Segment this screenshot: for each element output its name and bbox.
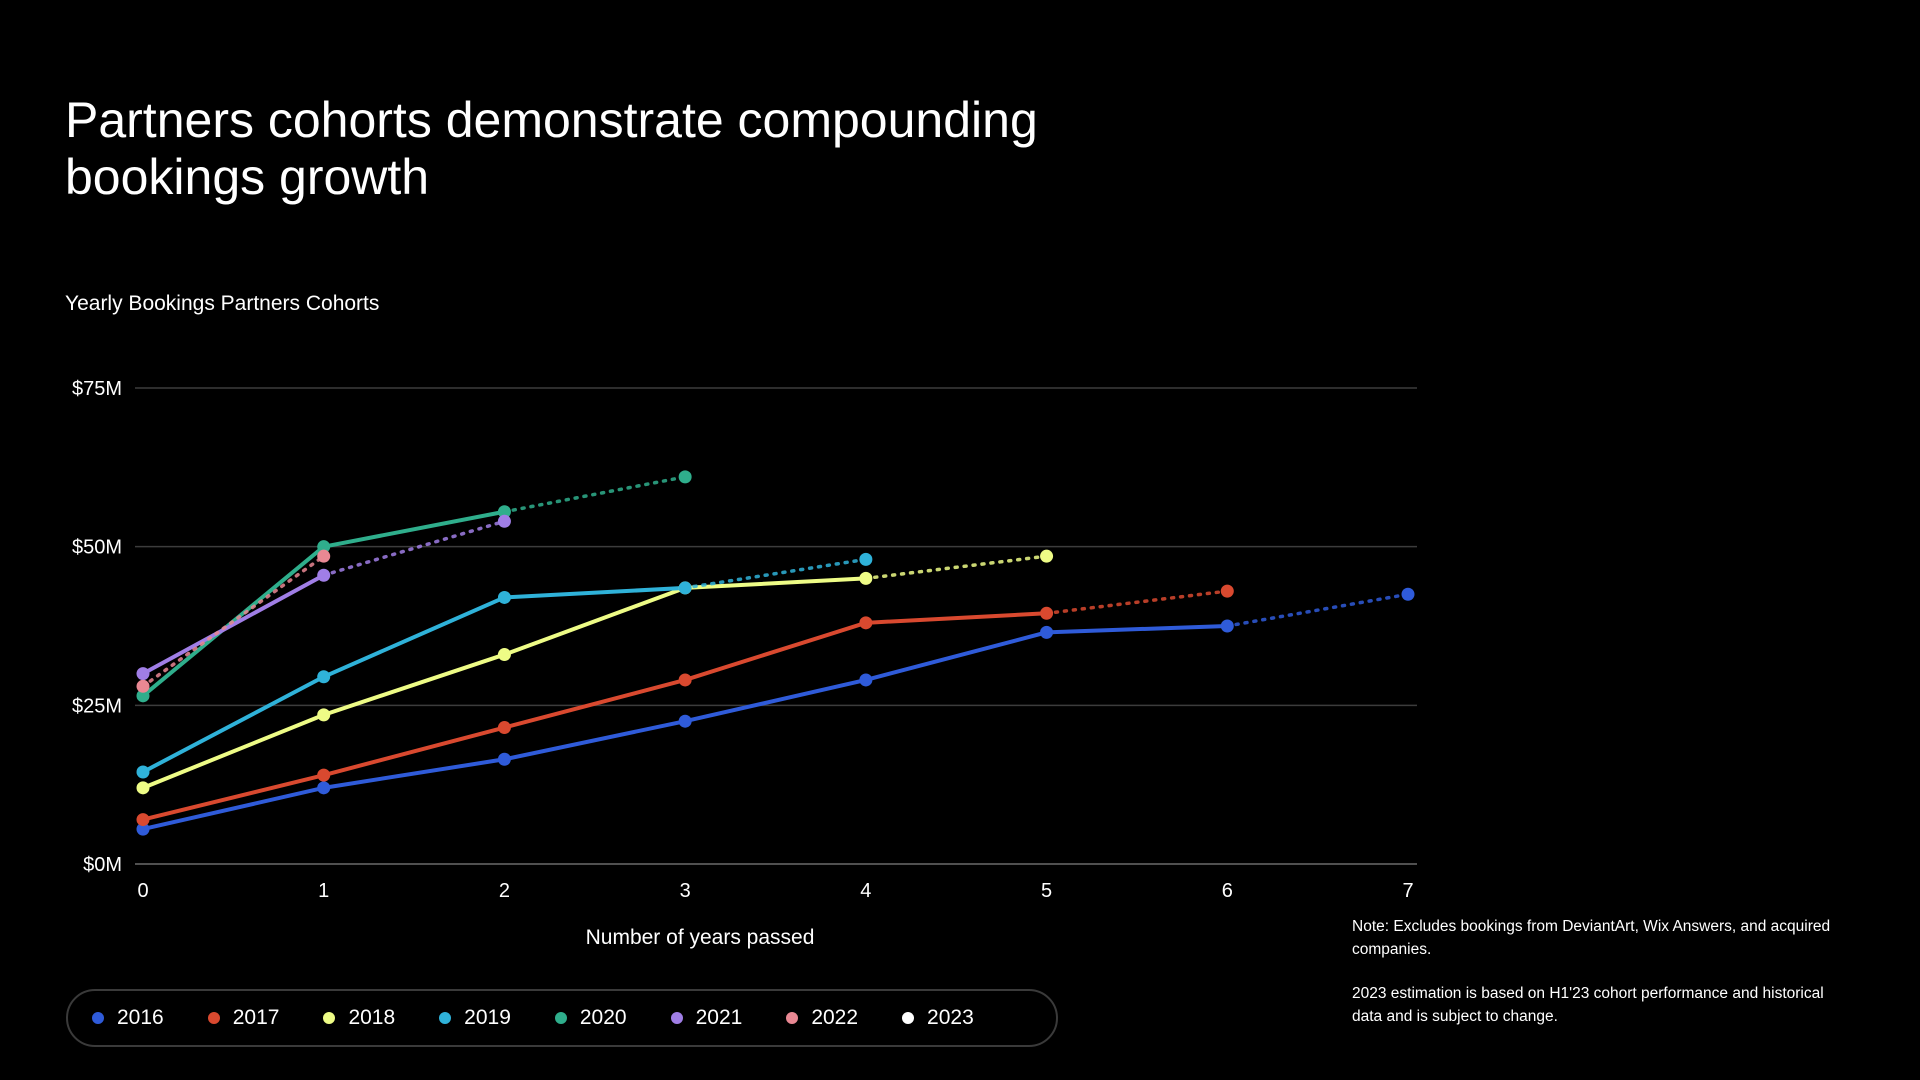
chart-subtitle: Yearly Bookings Partners Cohorts xyxy=(65,292,380,315)
data-point-2018 xyxy=(136,781,150,795)
estimate-point-2021 xyxy=(497,514,511,528)
chart-legend: 2016 2017 2018 2019 2020 2021 2022 2023 xyxy=(66,989,1058,1047)
legend-label: 2022 xyxy=(811,1006,859,1029)
data-point-2018 xyxy=(497,648,511,662)
y-tick-label: $50M xyxy=(72,537,122,559)
legend-item-2016: 2016 xyxy=(92,1006,164,1030)
y-tick-label: $0M xyxy=(83,854,122,876)
estimate-point-2016 xyxy=(1401,587,1415,601)
data-point-2020 xyxy=(317,540,331,554)
legend-swatch xyxy=(670,1012,683,1024)
estimate-line-2020 xyxy=(502,475,687,514)
data-point-2020 xyxy=(497,505,511,519)
legend-swatch xyxy=(207,1012,220,1024)
legend-item-2020: 2020 xyxy=(554,1006,627,1030)
note-estimation: 2023 estimation is based on H1'23 cohort… xyxy=(1352,985,1824,1025)
data-point-2021 xyxy=(136,667,150,681)
data-point-2016 xyxy=(678,714,692,728)
legend-swatch xyxy=(439,1012,452,1024)
legend-swatch xyxy=(902,1012,915,1024)
legend-label: 2019 xyxy=(464,1006,511,1029)
series-line-2019 xyxy=(141,585,688,774)
x-tick-label: 6 xyxy=(1222,880,1233,902)
data-point-2017 xyxy=(859,616,873,630)
legend-label: 2017 xyxy=(232,1006,280,1029)
footnote: Note: Excludes bookings from DeviantArt,… xyxy=(1352,915,1832,1049)
legend-item-2019: 2019 xyxy=(439,1006,511,1030)
data-point-2022 xyxy=(136,679,150,693)
data-point-2019 xyxy=(678,581,692,595)
legend-label: 2016 xyxy=(117,1006,164,1029)
data-point-2017 xyxy=(1040,606,1054,620)
estimate-point-2022 xyxy=(317,549,331,563)
legend-label: 2021 xyxy=(695,1006,743,1029)
legend-swatch xyxy=(554,1012,567,1024)
data-point-2016 xyxy=(1220,619,1234,633)
x-axis-label: Number of years passed xyxy=(586,926,815,949)
series-line-2020 xyxy=(141,509,507,698)
estimate-line-2019 xyxy=(683,557,868,590)
data-point-2019 xyxy=(317,670,331,684)
series-line-2017 xyxy=(141,611,1049,822)
estimate-point-2017 xyxy=(1220,584,1234,598)
estimate-line-2016 xyxy=(1225,592,1410,628)
y-tick-label: $25M xyxy=(72,695,122,717)
y-tick-label: $75M xyxy=(72,378,122,400)
legend-item-2021: 2021 xyxy=(670,1006,743,1030)
data-point-2017 xyxy=(136,813,150,827)
data-point-2019 xyxy=(136,765,150,779)
legend-swatch xyxy=(786,1012,799,1024)
x-tick-label: 5 xyxy=(1041,880,1052,902)
x-tick-label: 0 xyxy=(137,880,148,902)
data-point-2016 xyxy=(497,752,511,766)
legend-item-2023: 2023 xyxy=(902,1006,974,1030)
legend-swatch xyxy=(323,1012,336,1024)
estimate-line-2022 xyxy=(141,554,326,689)
estimate-point-2018 xyxy=(1040,549,1054,563)
data-point-2017 xyxy=(678,673,692,687)
x-tick-label: 7 xyxy=(1402,880,1413,902)
estimate-line-2017 xyxy=(1044,589,1230,616)
legend-item-2018: 2018 xyxy=(323,1006,395,1030)
estimate-line-2018 xyxy=(864,554,1049,581)
x-tick-label: 1 xyxy=(318,880,329,902)
legend-item-2022: 2022 xyxy=(786,1006,858,1030)
data-point-2019 xyxy=(497,590,511,604)
note-exclusions: Note: Excludes bookings from DeviantArt,… xyxy=(1352,918,1831,958)
estimate-point-2020 xyxy=(678,470,692,484)
data-point-2016 xyxy=(136,822,150,836)
estimate-point-2019 xyxy=(859,552,873,566)
legend-label: 2018 xyxy=(348,1006,396,1029)
data-point-2017 xyxy=(497,721,511,735)
data-point-2021 xyxy=(317,568,331,582)
data-point-2017 xyxy=(317,768,331,782)
series-line-2021 xyxy=(141,573,326,676)
data-point-2018 xyxy=(317,708,331,722)
legend-swatch xyxy=(92,1012,104,1024)
data-point-2016 xyxy=(859,673,873,687)
data-point-2020 xyxy=(136,689,150,703)
data-point-2018 xyxy=(859,571,873,585)
legend-label: 2020 xyxy=(579,1006,627,1029)
x-tick-label: 2 xyxy=(499,880,510,902)
legend-label: 2023 xyxy=(927,1006,974,1029)
data-point-2016 xyxy=(1040,625,1054,639)
legend-item-2017: 2017 xyxy=(207,1006,280,1030)
x-tick-label: 3 xyxy=(680,880,691,902)
page-title: Partners cohorts demonstrate compounding… xyxy=(65,92,1038,205)
data-point-2016 xyxy=(317,781,331,795)
x-tick-label: 4 xyxy=(860,880,871,902)
